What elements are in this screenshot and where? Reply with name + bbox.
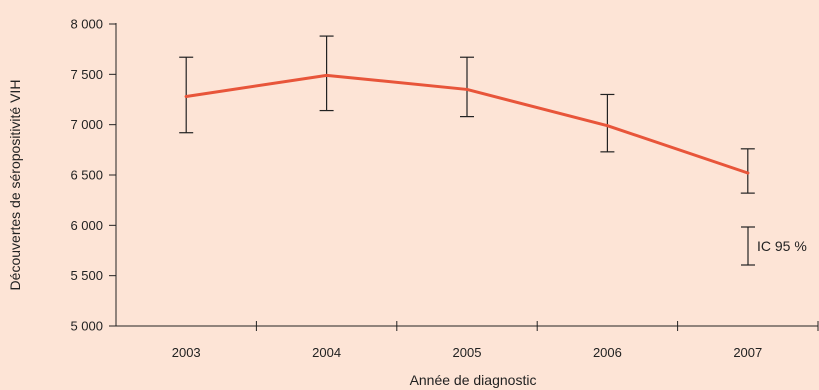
y-axis-title: Découvertes de séropositivité VIH (7, 80, 23, 291)
legend-label: IC 95 % (757, 238, 807, 254)
data-point (605, 124, 609, 128)
error-bar (600, 93, 615, 153)
y-tick-label: 8 000 (70, 17, 103, 32)
data-point (184, 94, 188, 98)
x-axis-title: Année de diagnostic (410, 372, 537, 388)
data-point (746, 171, 750, 175)
y-tick-label: 6 500 (70, 168, 103, 183)
x-tick-label: 2004 (312, 345, 341, 360)
y-tick-label: 5 500 (70, 268, 103, 283)
x-tick-label: 2005 (453, 345, 482, 360)
y-tick-label: 6 000 (70, 218, 103, 233)
error-bar (319, 35, 334, 112)
x-axis: 2003 2004 2005 2006 2007 (116, 321, 819, 360)
y-tick-label: 7 000 (70, 117, 103, 132)
data-point (325, 73, 329, 77)
legend-errorbar-icon (741, 226, 755, 266)
error-bar (740, 148, 755, 194)
y-axis: 5 000 5 500 6 000 6 500 7 000 7 500 8 000 (70, 17, 117, 334)
x-tick-label: 2007 (733, 345, 762, 360)
series-group (184, 73, 750, 175)
x-tick-label: 2006 (593, 345, 622, 360)
error-bar (460, 56, 474, 118)
data-point (465, 87, 469, 91)
y-tick-label: 7 500 (70, 67, 103, 82)
error-bars (179, 35, 755, 194)
x-tick-label: 2003 (172, 345, 201, 360)
y-tick-label: 5 000 (70, 319, 103, 334)
legend: IC 95 % (741, 226, 807, 266)
